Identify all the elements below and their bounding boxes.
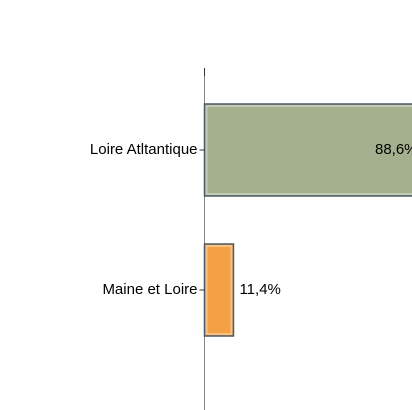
bar-highlight <box>205 245 233 335</box>
value-label: 88,6% <box>375 141 412 158</box>
bar-highlight <box>205 105 412 195</box>
category-label: Maine et Loire <box>102 281 197 298</box>
bar <box>203 243 235 337</box>
value-label: 11,4% <box>239 281 280 298</box>
category-label: Loire Atltantique <box>90 141 198 158</box>
